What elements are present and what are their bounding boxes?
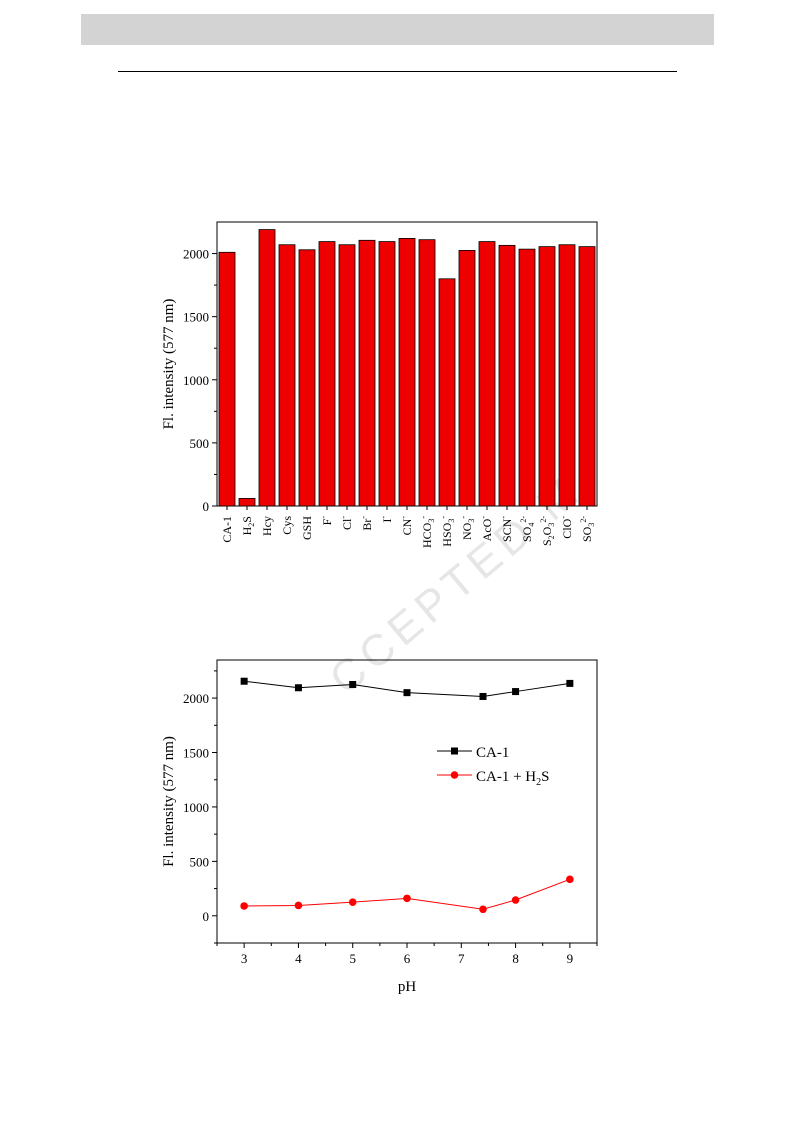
legend-label: CA-1 [476,745,509,761]
legend-marker [451,747,458,755]
x-tick-label: NO3- [459,516,476,540]
data-point [403,689,411,697]
y-axis-label: Fl. intensity (577 nm) [161,736,177,867]
bar [258,229,276,507]
bar [278,244,296,507]
bar-chart-plot: 0 500 1000 1500 2000 Fl. intensity (577 nm) CA… [161,221,598,548]
line-chart-plot: 0 500 1000 1500 2000 3 4 5 6 7 8 9 pH Fl. intensity (… [161,659,598,995]
y-tick-label: 0 [203,499,210,514]
y-tick-label: 500 [190,854,210,869]
bar [458,249,476,507]
data-point [294,684,302,692]
bar [498,244,516,507]
data-point [479,692,487,700]
data-point [348,898,357,906]
legend-marker [450,771,459,779]
x-tick-label: Cys [280,516,294,535]
x-tick-label: SO32- [579,516,596,542]
bar [398,238,416,507]
x-tick-label: I- [379,516,394,523]
legend-label: CA-1 + H2S [476,769,549,788]
y-axis-label: Fl. intensity (577 nm) [161,299,177,430]
x-tick-label: 9 [567,951,574,966]
x-tick-label: AcO- [479,516,494,542]
x-tick-label: Hcy [260,516,274,536]
x-tick-label: HCO3- [419,516,436,548]
x-tick-label: 6 [404,951,411,966]
data-point [240,902,248,910]
x-tick-label: S2O32- [539,516,556,546]
x-tick-label: SCN- [499,516,514,542]
x-tick-label: CN- [399,516,414,536]
y-tick-label: 2000 [183,247,209,262]
x-tick-label: CA-1 [220,516,234,543]
x-tick-label: 8 [512,951,519,966]
x-tick-label: 3 [241,951,248,966]
x-tick-label: 7 [458,951,465,966]
x-tick-label: HSO3- [439,516,456,547]
y-tick-label: 0 [203,909,210,924]
x-tick-label: 5 [349,951,356,966]
x-tick-label: ClO- [559,516,574,539]
bar [338,244,356,507]
data-point [479,905,487,914]
bar [318,241,336,507]
bar [218,251,236,507]
data-point [512,688,520,696]
y-tick-label: 1500 [183,746,209,761]
page-header-bar [81,14,714,45]
data-point [566,875,574,884]
bar [238,498,256,507]
bar [478,241,496,507]
bar [578,246,596,507]
series-line [244,878,571,910]
data-point [403,894,411,903]
bar [438,278,456,507]
bar [378,241,396,507]
x-tick-label: 4 [295,951,302,966]
bar [418,239,436,507]
data-point [511,896,520,904]
x-tick-label: SO42- [519,516,536,542]
y-tick-label: 1000 [183,373,209,388]
x-tick-label: GSH [300,516,314,540]
bar [518,248,536,507]
data-point [240,677,248,685]
bar [298,249,316,507]
data-point [566,679,574,687]
y-tick-label: 500 [190,436,210,451]
x-tick-label: F- [319,516,334,526]
x-tick-label: Br- [359,516,374,531]
bar [558,244,576,507]
y-tick-label: 1500 [183,310,209,325]
bar [538,246,556,507]
header-rule [118,71,677,72]
data-point [349,680,357,688]
x-tick-label: Cl- [339,516,354,530]
y-tick-label: 2000 [183,691,209,706]
x-axis-label: pH [398,979,417,995]
x-tick-label: H2S [240,516,256,535]
y-tick-label: 1000 [183,800,209,815]
data-point [294,901,303,910]
bar [358,239,376,507]
